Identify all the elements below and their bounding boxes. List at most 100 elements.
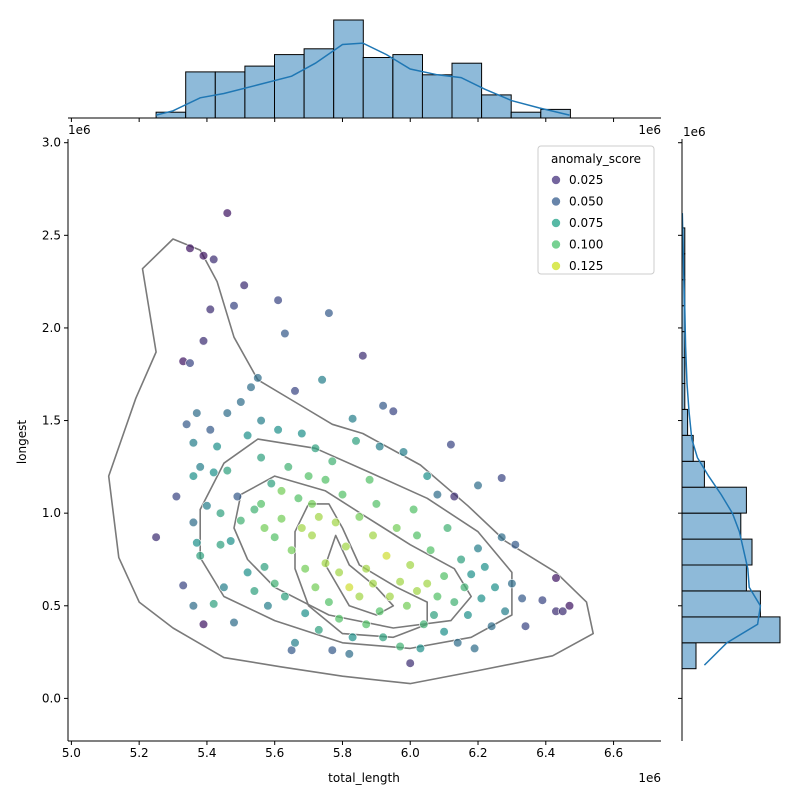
scatter-point [198, 619, 209, 629]
marginal-x-offset-right: 1e6 [638, 123, 661, 137]
scatter-point [405, 658, 415, 668]
scatter-point [185, 358, 195, 368]
marginal-y-bar [681, 538, 753, 566]
y-axis-ticks: 0.0 0.5 1.0 1.5 2.0 2.5 3.0 [42, 136, 68, 705]
scatter-point [270, 578, 280, 589]
scatter-point [473, 543, 483, 554]
y-tick-label: 3.0 [42, 136, 61, 150]
scatter-point [307, 499, 317, 509]
scatter-point [419, 619, 429, 629]
scatter-point [287, 645, 297, 655]
scatter-point [327, 456, 337, 466]
scatter-point [293, 493, 304, 503]
scatter-point [209, 599, 219, 609]
scatter-points [151, 208, 575, 668]
scatter-point [320, 558, 331, 568]
scatter-point [375, 606, 385, 616]
x-tick-label: 5.2 [130, 746, 149, 760]
scatter-point [348, 632, 358, 642]
legend-entry-label: 0.075 [569, 216, 603, 230]
x-tick-label: 6.2 [468, 746, 487, 760]
scatter-point [310, 443, 321, 453]
scatter-point [212, 441, 222, 452]
kde-contour-level [199, 438, 513, 650]
scatter-point [354, 591, 365, 602]
scatter-point [151, 532, 161, 542]
scatter-point [188, 471, 198, 481]
scatter-point [337, 490, 348, 500]
legend: anomaly_score 0.025 0.050 0.075 0.100 0.125 [537, 145, 655, 275]
scatter-point [510, 540, 520, 550]
scatter-point [256, 499, 266, 509]
scatter-point [422, 578, 432, 589]
scatter-point [341, 541, 351, 552]
scatter-point [388, 406, 398, 416]
scatter-point [412, 530, 422, 541]
scatter-point [229, 617, 239, 628]
scatter-point [564, 601, 575, 611]
scatter-point [243, 430, 253, 441]
marginal-x-bars [155, 19, 571, 119]
x-tick-label: 5.6 [265, 746, 284, 760]
scatter-point [368, 578, 378, 589]
scatter-point [246, 382, 256, 392]
scatter-point [188, 438, 198, 448]
scatter-point [192, 538, 202, 548]
scatter-point [198, 336, 209, 346]
marginal-y-kde-line [681, 213, 762, 666]
scatter-point [297, 523, 307, 533]
scatter-point [266, 478, 276, 489]
scatter-point [439, 571, 449, 581]
x-tick-label: 6.4 [536, 746, 555, 760]
scatter-point [381, 551, 392, 561]
scatter-point [517, 593, 527, 604]
scatter-point [178, 580, 188, 591]
scatter-point [422, 471, 432, 481]
scatter-point [310, 582, 321, 592]
marginal-y-bar [681, 564, 747, 592]
scatter-point [290, 386, 300, 396]
scatter-point [287, 545, 297, 555]
scatter-point [395, 641, 405, 652]
scatter-point [497, 532, 507, 542]
scatter-point [487, 621, 497, 631]
marginal-x-bar [185, 71, 216, 119]
legend-marker [551, 239, 561, 250]
x-tick-label: 6.0 [401, 746, 420, 760]
scatter-point [222, 466, 232, 476]
x-axis-label: total_length [328, 771, 400, 785]
legend-entry-label: 0.100 [569, 238, 603, 252]
legend-marker [551, 218, 561, 228]
scatter-point [378, 632, 388, 642]
marginal-y-offset-label: 1e6 [683, 125, 706, 139]
y-axis-label: longest [15, 420, 29, 465]
legend-box [537, 145, 655, 275]
scatter-point [314, 625, 324, 635]
scatter-point [439, 627, 449, 637]
scatter-point [378, 401, 388, 411]
scatter-point [185, 243, 195, 253]
scatter-point [520, 621, 531, 631]
scatter-point [239, 280, 249, 290]
scatter-point [354, 512, 365, 522]
scatter-point [327, 645, 337, 655]
scatter-point [412, 586, 422, 596]
scatter-point [171, 491, 181, 502]
scatter-point [314, 512, 324, 522]
scatter-point [324, 597, 334, 607]
legend-marker [551, 175, 561, 185]
legend-entries: 0.025 0.050 0.075 0.100 0.125 [551, 173, 603, 273]
legend-entry-label: 0.025 [569, 173, 603, 187]
scatter-point [195, 551, 205, 561]
x-tick-label: 6.6 [604, 746, 623, 760]
scatter-point [317, 375, 327, 385]
marginal-x-bar [451, 62, 483, 119]
scatter-point [276, 486, 287, 496]
scatter-point [232, 491, 242, 502]
marginal-y-bar [681, 512, 742, 540]
marginal-y-bar [681, 616, 781, 644]
x-axis-offset-label: 1e6 [638, 771, 661, 785]
marginal-x-bar [303, 48, 335, 119]
marginal-x-bar [392, 54, 423, 119]
